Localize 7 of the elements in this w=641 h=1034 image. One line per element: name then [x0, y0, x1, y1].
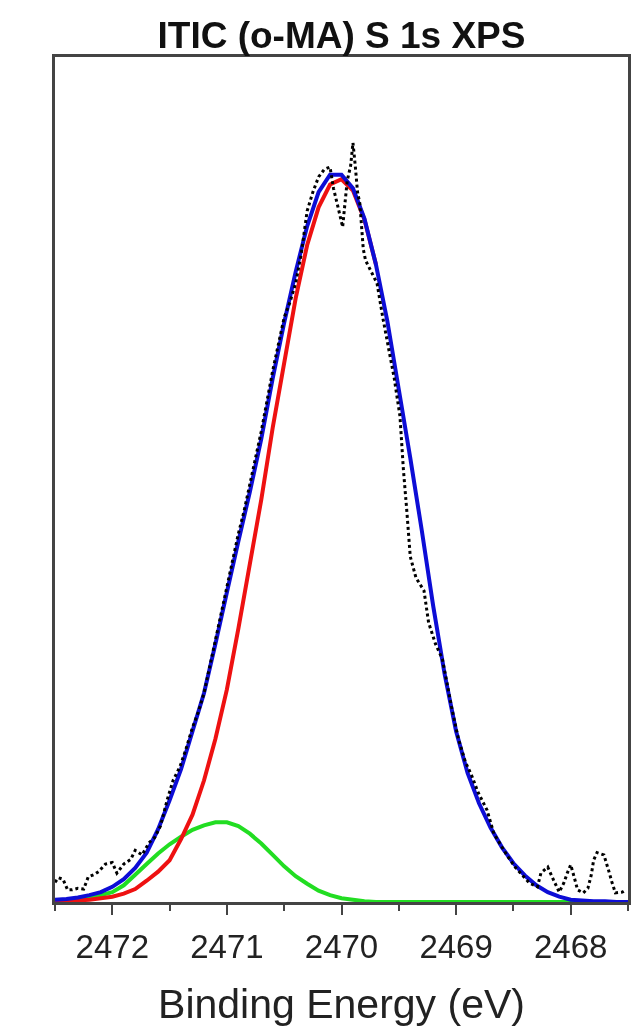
x-axis-title: Binding Energy (eV) — [158, 980, 525, 1027]
x-tick-label: 2470 — [304, 927, 379, 965]
x-tick-label: 2469 — [419, 927, 493, 965]
x-tick-label: 2468 — [533, 927, 608, 965]
x-tick-label: 2471 — [190, 927, 264, 965]
x-tick-label: 2472 — [75, 927, 150, 965]
chart-title: ITIC (o-MA) S 1s XPS — [157, 14, 526, 56]
